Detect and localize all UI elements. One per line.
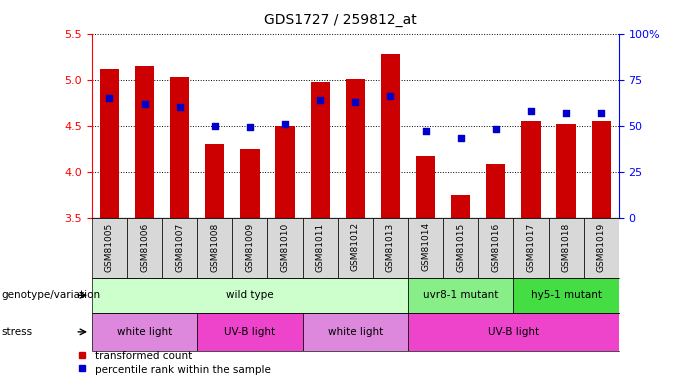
Text: GSM81007: GSM81007 [175,222,184,272]
Bar [451,195,471,217]
Text: GSM81019: GSM81019 [597,222,606,272]
Bar [345,79,365,218]
Text: UV-B light: UV-B light [224,327,275,337]
Bar [408,313,619,351]
Text: hy5-1 mutant: hy5-1 mutant [530,290,602,300]
Point [490,126,501,132]
Point [456,135,466,141]
Text: GSM81017: GSM81017 [526,222,535,272]
Bar [486,164,505,218]
Bar [170,77,189,218]
Text: white light: white light [117,327,172,337]
Point [420,128,431,134]
Bar [443,217,478,278]
Bar [205,144,224,218]
Point [139,100,150,106]
Bar [127,217,162,278]
Bar [556,124,576,218]
Text: GSM81012: GSM81012 [351,222,360,272]
Bar [303,313,408,351]
Text: GSM81008: GSM81008 [210,222,219,272]
Text: GSM81016: GSM81016 [492,222,500,272]
Bar [162,217,197,278]
Point [385,93,396,99]
Bar [92,278,408,313]
Bar [583,217,619,278]
Point [315,97,326,103]
Bar [100,69,119,218]
Point [350,99,360,105]
Bar [522,121,541,218]
Point [174,104,185,110]
Bar [92,313,197,351]
Bar [303,217,338,278]
Text: GSM81015: GSM81015 [456,222,465,272]
Point [560,110,571,116]
Bar [233,217,267,278]
Bar [197,313,303,351]
Bar [513,217,549,278]
Text: GDS1727 / 259812_at: GDS1727 / 259812_at [264,13,416,27]
Bar [92,217,127,278]
Bar [311,82,330,218]
Point [596,110,607,116]
Bar [408,217,443,278]
Bar [408,278,513,313]
Point [209,123,220,129]
Legend: transformed count, percentile rank within the sample: transformed count, percentile rank withi… [77,351,271,375]
Text: GSM81018: GSM81018 [562,222,571,272]
Text: GSM81010: GSM81010 [281,222,290,272]
Text: GSM81013: GSM81013 [386,222,395,272]
Text: stress: stress [1,327,33,337]
Text: GSM81009: GSM81009 [245,222,254,272]
Bar [381,54,400,217]
Bar [135,66,154,218]
Bar [275,126,294,218]
Text: white light: white light [328,327,383,337]
Text: GSM81005: GSM81005 [105,222,114,272]
Point [526,108,537,114]
Text: GSM81011: GSM81011 [316,222,324,272]
Text: UV-B light: UV-B light [488,327,539,337]
Bar [267,217,303,278]
Bar [240,148,260,217]
Bar [549,217,583,278]
Text: GSM81014: GSM81014 [421,222,430,272]
Point [245,124,256,130]
Text: genotype/variation: genotype/variation [1,290,101,300]
Bar [338,217,373,278]
Text: uvr8-1 mutant: uvr8-1 mutant [423,290,498,300]
Bar [416,156,435,218]
Bar [373,217,408,278]
Bar [592,121,611,218]
Text: GSM81006: GSM81006 [140,222,149,272]
Bar [513,278,619,313]
Point [279,121,290,127]
Bar [197,217,233,278]
Text: wild type: wild type [226,290,274,300]
Bar [478,217,513,278]
Point [104,95,115,101]
